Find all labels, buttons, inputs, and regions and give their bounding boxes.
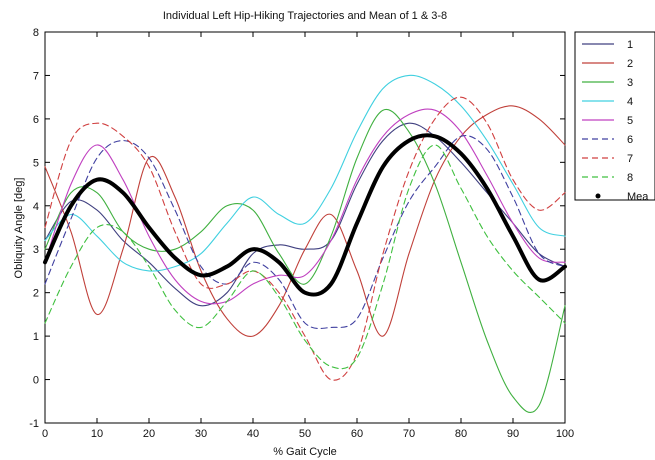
legend-label-1: 1 [627,39,633,51]
legend-label-3: 3 [627,77,633,89]
chart-title: Individual Left Hip-Hiking Trajectories … [163,10,447,22]
x-tick-label: 40 [247,428,259,440]
x-axis-title: % Gait Cycle [273,446,337,458]
legend-label-9: Mea [627,191,649,203]
series-line-5 [44,108,566,305]
legend-label-4: 4 [627,96,633,108]
plot-area [44,31,566,424]
series-layer [43,74,567,413]
y-tick-label: 6 [33,114,39,126]
legend-label-5: 5 [627,115,633,127]
y-axis: -1 0 1 2 3 4 5 6 7 8 [29,27,565,430]
y-tick-label: 2 [33,288,39,300]
x-tick-label: 50 [299,428,311,440]
legend-marker-9 [595,193,601,199]
y-tick-label: 0 [33,375,39,387]
y-tick-label: 7 [33,70,39,82]
x-tick-label: 80 [455,428,467,440]
x-tick-label: 10 [91,428,103,440]
series-line-4 [44,74,566,272]
legend-box [574,31,655,201]
y-tick-label: 1 [33,331,39,343]
series-line-7 [44,96,566,381]
x-tick-label: 90 [507,428,519,440]
x-tick-label: 100 [556,428,574,440]
legend-label-6: 6 [627,134,633,146]
y-tick-label: 5 [33,157,39,169]
series-line-3 [44,108,566,413]
x-tick-label: 20 [143,428,155,440]
x-tick-label: 0 [42,428,48,440]
x-tick-label: 30 [195,428,207,440]
x-tick-label: 60 [351,428,363,440]
legend-label-2: 2 [627,58,633,70]
legend-label-7: 7 [627,153,633,165]
y-tick-label: 3 [33,244,39,256]
x-tick-label: 70 [403,428,415,440]
y-tick-label: -1 [29,418,39,430]
y-tick-label: 8 [33,27,39,39]
y-axis-title: Obliquity Angle [deg] [13,178,25,279]
y-tick-label: 4 [33,201,39,213]
series-line-6 [44,135,566,330]
series-line-9 [43,133,567,297]
legend: 1 2 3 4 5 6 7 8 Mea [574,31,655,203]
series-line-8 [44,144,566,370]
x-axis: 0 10 20 30 40 50 60 70 80 90 100 [42,32,574,440]
legend-label-8: 8 [627,172,633,184]
series-line-2 [44,105,566,337]
